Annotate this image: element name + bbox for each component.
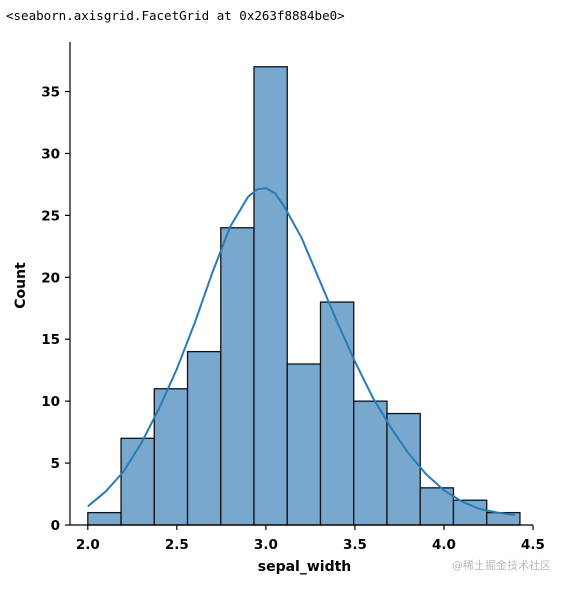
x-tick-label: 4.0 bbox=[432, 537, 456, 553]
y-tick-label: 30 bbox=[41, 146, 60, 162]
histogram-bar bbox=[286, 363, 322, 526]
histogram-bar bbox=[87, 511, 122, 526]
y-axis-label: Count bbox=[13, 262, 29, 309]
y-tick-label: 35 bbox=[41, 85, 60, 101]
x-tick-label: 2.5 bbox=[165, 537, 189, 553]
histogram-bar bbox=[220, 227, 255, 526]
histogram-bar bbox=[419, 487, 455, 526]
histogram-bar bbox=[120, 437, 155, 526]
y-axis-ticks: 0 5 10 15 20 25 30 35 bbox=[41, 85, 70, 534]
y-tick-label: 15 bbox=[41, 332, 60, 348]
x-tick-label: 3.0 bbox=[254, 537, 278, 553]
histogram-bar bbox=[319, 301, 355, 526]
x-axis-ticks: 2.0 2.5 3.0 3.5 4.0 4.5 bbox=[76, 525, 545, 553]
output-repr-text: <seaborn.axisgrid.FacetGrid at 0x263f888… bbox=[6, 8, 345, 23]
histogram-bar bbox=[353, 400, 388, 526]
y-tick-label: 5 bbox=[51, 456, 60, 472]
histogram-bar bbox=[153, 388, 189, 526]
y-tick-label: 0 bbox=[51, 518, 60, 534]
y-tick-label: 10 bbox=[41, 394, 60, 410]
histogram-bars bbox=[87, 66, 521, 526]
x-tick-label: 3.5 bbox=[343, 537, 367, 553]
kde-curve bbox=[87, 187, 516, 517]
watermark-text: @稀土掘金技术社区 bbox=[452, 559, 551, 572]
x-tick-label: 4.5 bbox=[521, 537, 545, 553]
histogram-bar bbox=[253, 66, 288, 526]
y-tick-label: 25 bbox=[41, 208, 60, 224]
x-tick-label: 2.0 bbox=[76, 537, 100, 553]
histogram-bar bbox=[186, 350, 222, 526]
y-tick-label: 20 bbox=[41, 270, 60, 286]
x-axis-label: sepal_width bbox=[258, 559, 352, 575]
